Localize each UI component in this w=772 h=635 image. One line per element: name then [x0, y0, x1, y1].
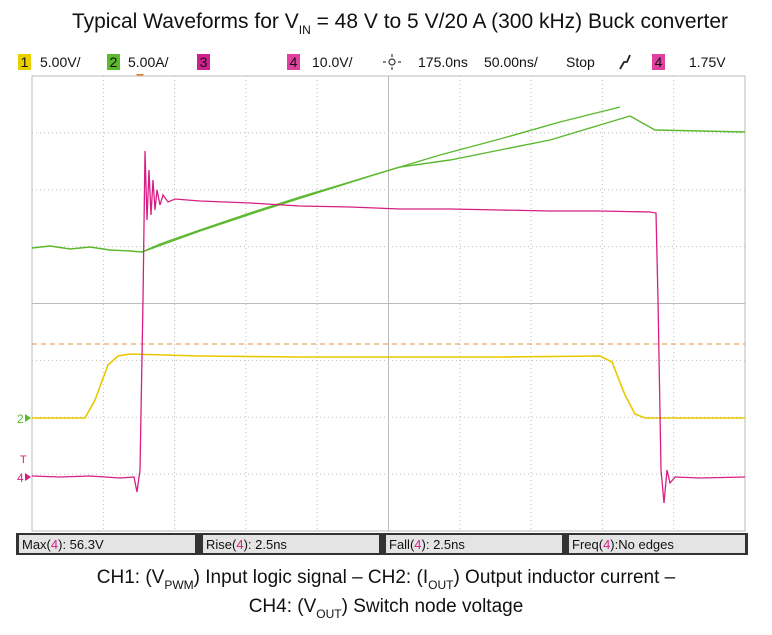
marker-arrow — [25, 473, 31, 481]
measurement: Rise(4): 2.5ns — [206, 537, 287, 552]
run-state: Stop — [566, 54, 595, 70]
measurement-channel: 4 — [51, 537, 58, 552]
measurement-channel: 4 — [603, 537, 610, 552]
measurement: Freq(4):No edges — [572, 537, 674, 552]
channel-badge — [107, 54, 120, 70]
trigger-source: 4 — [655, 54, 663, 70]
measurement-value: ):No edges — [610, 537, 674, 552]
channel-number: 2 — [110, 54, 118, 70]
channel-badge — [652, 54, 665, 70]
measurement-label: Rise( — [206, 537, 237, 552]
trigger-level: 1.75V — [689, 54, 726, 70]
caption-text: ) Input logic signal – CH2: (I — [194, 567, 428, 588]
caption-subscript: PWM — [164, 578, 193, 592]
caption-text: CH4: (V — [249, 596, 317, 617]
channel-number: 1 — [21, 54, 29, 70]
status-bg — [16, 51, 748, 73]
delay-icon — [383, 54, 401, 70]
measurement-bar: Max(4): 56.3V Rise(4): 2.5ns Fall(4): 2.… — [16, 533, 748, 555]
caption-text: ) Output inductor current – — [453, 567, 675, 588]
ch1-trace — [32, 353, 745, 419]
title-text: = 48 V to 5 V/20 A (300 kHz) Buck conver… — [311, 10, 728, 33]
title: Typical Waveforms for VIN = 48 V to 5 V/… — [72, 10, 728, 37]
measurement-channel: 4 — [414, 537, 421, 552]
measurement-box — [203, 535, 379, 553]
ch2-trace — [31, 115, 746, 253]
measurement: Fall(4): 2.5ns — [389, 537, 465, 552]
ch4-ground-marker: 4 — [17, 471, 24, 485]
channel-badge — [197, 54, 210, 70]
measurement-label: Freq( — [572, 537, 604, 552]
channel-scale: 10.0V/ — [312, 54, 353, 70]
measurement-box — [569, 535, 745, 553]
measurement: Max(4): 56.3V — [22, 537, 104, 552]
channel-scale: 5.00V/ — [40, 54, 81, 70]
measurement-label: Fall( — [389, 537, 415, 552]
measurement-bg — [16, 533, 748, 555]
caption-line: CH1: (VPWM) Input logic signal – CH2: (I… — [97, 567, 676, 592]
graticule: 2 T 4 — [17, 75, 746, 532]
timebase: 50.00ns/ — [484, 54, 538, 70]
measurement-value: ): 2.5ns — [244, 537, 288, 552]
trigger-marker: T — [20, 454, 27, 466]
status-bar: 1 5.00V/ 2 5.00A/ 3 4 10.0V/ 175.0ns 50.… — [16, 51, 748, 80]
channel-badge — [18, 54, 31, 70]
measurement-channel: 4 — [236, 537, 243, 552]
ch2-trace — [141, 106, 621, 253]
measurement-value: ): 2.5ns — [422, 537, 466, 552]
delay: 175.0ns — [418, 54, 468, 70]
caption-text: CH1: (V — [97, 567, 165, 588]
channel-number: 4 — [290, 54, 298, 70]
channel-scale: 5.00A/ — [128, 54, 169, 70]
caption-subscript: OUT — [428, 578, 454, 592]
measurement-box — [386, 535, 562, 553]
measurement-box — [19, 535, 195, 553]
measurement-label: Max( — [22, 537, 52, 552]
title-text: Typical Waveforms for V — [72, 10, 299, 33]
title-subscript: IN — [299, 23, 311, 37]
ch2-ground-marker: 2 — [17, 412, 24, 426]
marker-arrow — [25, 414, 31, 422]
caption-line: CH4: (VOUT) Switch node voltage — [249, 596, 524, 621]
caption-text: ) Switch node voltage — [342, 596, 524, 617]
channel-badge — [287, 54, 300, 70]
caption-subscript: OUT — [316, 607, 342, 621]
center-axes — [32, 76, 745, 531]
measurement-value: ): 56.3V — [58, 537, 104, 552]
channel-number: 3 — [200, 54, 208, 70]
trigger-slope-icon — [619, 54, 631, 70]
ch4-trace — [31, 150, 746, 504]
